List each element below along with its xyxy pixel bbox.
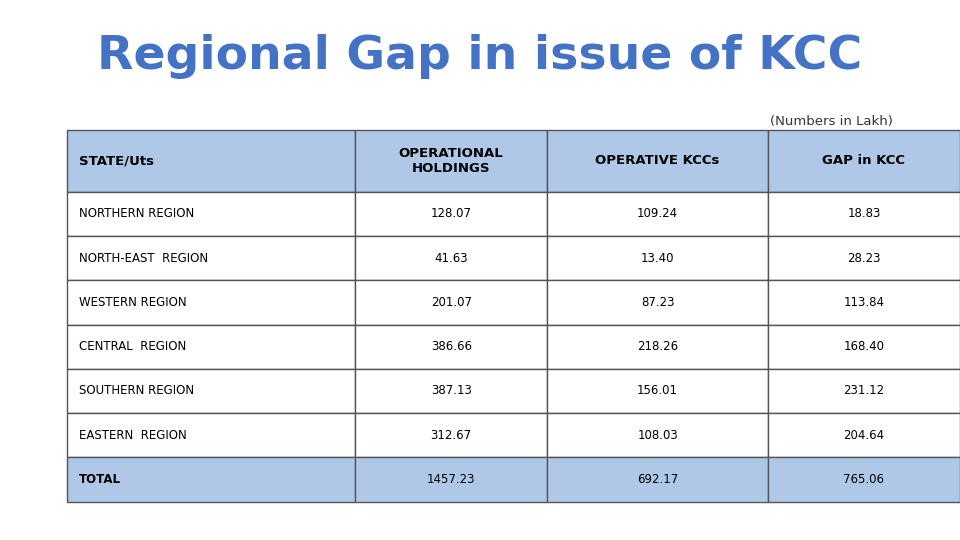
Text: SOUTHERN REGION: SOUTHERN REGION (79, 384, 194, 397)
Text: OPERATIVE KCCs: OPERATIVE KCCs (595, 154, 720, 167)
Text: 218.26: 218.26 (637, 340, 678, 353)
Text: 201.07: 201.07 (431, 296, 471, 309)
Text: 13.40: 13.40 (641, 252, 674, 265)
Bar (768, 236, 960, 280)
Bar (768, 369, 960, 413)
Text: 87.23: 87.23 (641, 296, 674, 309)
Text: NORTHERN REGION: NORTHERN REGION (79, 207, 194, 220)
Text: STATE/Uts: STATE/Uts (79, 154, 154, 167)
Bar (547, 280, 768, 325)
Bar (547, 457, 768, 502)
Text: 231.12: 231.12 (844, 384, 884, 397)
Text: 28.23: 28.23 (848, 252, 880, 265)
Text: GAP in KCC: GAP in KCC (823, 154, 905, 167)
Text: WESTERN REGION: WESTERN REGION (79, 296, 186, 309)
Text: 765.06: 765.06 (844, 473, 884, 486)
Text: 168.40: 168.40 (844, 340, 884, 353)
Bar (547, 325, 768, 369)
Bar (547, 369, 768, 413)
Text: 113.84: 113.84 (844, 296, 884, 309)
Bar (355, 236, 547, 280)
Bar (547, 130, 768, 192)
Bar (67, 280, 355, 325)
Text: 108.03: 108.03 (637, 429, 678, 442)
Bar (768, 413, 960, 457)
Bar (768, 457, 960, 502)
Bar (355, 280, 547, 325)
Bar (355, 457, 547, 502)
Text: 128.07: 128.07 (431, 207, 471, 220)
Text: 204.64: 204.64 (844, 429, 884, 442)
Bar (67, 192, 355, 236)
Bar (768, 325, 960, 369)
Bar (547, 236, 768, 280)
Text: OPERATIONAL
HOLDINGS: OPERATIONAL HOLDINGS (398, 147, 504, 174)
Bar (67, 130, 355, 192)
Text: EASTERN  REGION: EASTERN REGION (79, 429, 186, 442)
Text: Regional Gap in issue of KCC: Regional Gap in issue of KCC (97, 34, 863, 79)
Bar (67, 325, 355, 369)
Bar (768, 130, 960, 192)
Bar (67, 236, 355, 280)
Text: 692.17: 692.17 (637, 473, 678, 486)
Bar (355, 130, 547, 192)
Text: 386.66: 386.66 (431, 340, 471, 353)
Bar (67, 369, 355, 413)
Bar (355, 369, 547, 413)
Text: 18.83: 18.83 (848, 207, 880, 220)
Text: TOTAL: TOTAL (79, 473, 121, 486)
Text: (Numbers in Lakh): (Numbers in Lakh) (770, 115, 893, 128)
Bar (768, 192, 960, 236)
Text: 312.67: 312.67 (431, 429, 471, 442)
Bar (547, 192, 768, 236)
Text: 156.01: 156.01 (637, 384, 678, 397)
Bar (768, 280, 960, 325)
Text: 1457.23: 1457.23 (427, 473, 475, 486)
Bar (355, 192, 547, 236)
Bar (355, 413, 547, 457)
Bar (67, 413, 355, 457)
Text: 109.24: 109.24 (637, 207, 678, 220)
Text: CENTRAL  REGION: CENTRAL REGION (79, 340, 186, 353)
Bar (547, 413, 768, 457)
Text: NORTH-EAST  REGION: NORTH-EAST REGION (79, 252, 208, 265)
Text: 387.13: 387.13 (431, 384, 471, 397)
Text: 41.63: 41.63 (434, 252, 468, 265)
Bar (355, 325, 547, 369)
Bar (67, 457, 355, 502)
